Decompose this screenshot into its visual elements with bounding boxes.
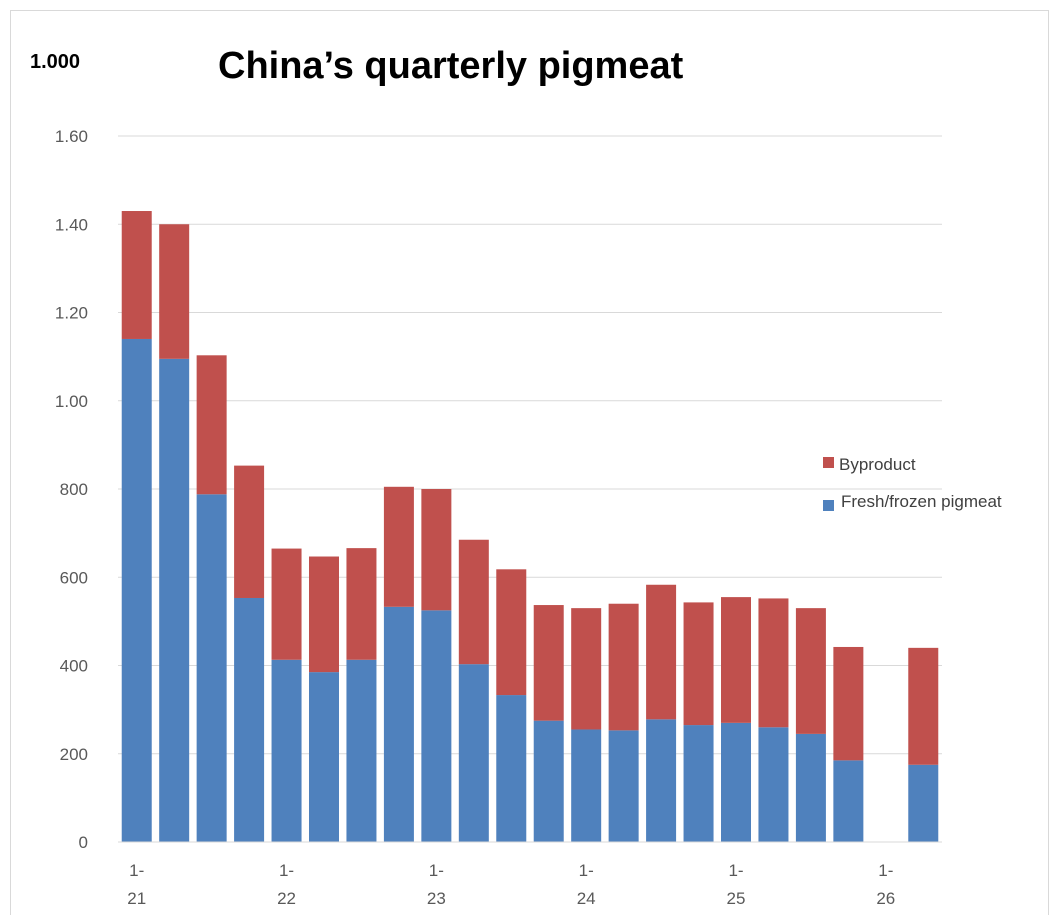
bar-fresh-frozen-pigmeat [234,597,265,842]
bar-fresh-frozen-pigmeat [309,672,339,842]
x-tick-label-line2: 25 [727,889,746,908]
bar-fresh-frozen-pigmeat [646,719,677,842]
bar-byproduct [421,489,452,611]
y-tick-label: 1.00 [55,392,88,411]
bar-byproduct [496,569,527,696]
x-tick-label-line1: 1- [579,861,594,880]
bar-byproduct [571,608,602,730]
bar-byproduct [271,548,302,660]
bar-fresh-frozen-pigmeat [533,720,564,842]
bar-fresh-frozen-pigmeat [196,494,227,842]
bar-byproduct [346,548,377,660]
x-tick-label-line1: 1- [728,861,743,880]
unit-label: 1.000 [30,51,80,73]
legend-label-fresh-frozen-pigmeat: Fresh/frozen pigmeat [841,492,1002,511]
bar-fresh-frozen-pigmeat [608,730,639,842]
x-tick-label-line2: 23 [427,889,446,908]
y-tick-label: 1.40 [55,215,88,234]
bar-byproduct [533,605,564,721]
bar-byproduct [458,539,489,665]
bar-fresh-frozen-pigmeat [571,729,602,842]
x-tick-label-line1: 1- [279,861,294,880]
y-tick-label: 1.60 [55,127,88,146]
bar-fresh-frozen-pigmeat [683,725,714,842]
y-tick-label: 400 [60,657,88,676]
x-tick-label: 1-23 [427,861,446,908]
y-tick-label: 200 [60,745,88,764]
legend-swatch-byproduct [823,457,834,468]
x-tick-label-line2: 22 [277,889,296,908]
x-tick-label: 1-26 [876,861,895,908]
x-tick-label-line1: 1- [878,861,893,880]
bar-byproduct [795,608,826,734]
bar-fresh-frozen-pigmeat [496,695,527,842]
legend-swatch-fresh-frozen-pigmeat [823,500,834,511]
x-tick-label: 1-22 [277,861,296,908]
y-axis-ticks: 0 200 400 600 800 1.00 1.20 1.40 1.60 [55,127,88,852]
x-tick-label-line1: 1- [129,861,144,880]
bar-byproduct [758,598,789,728]
bars [121,211,939,842]
bar-fresh-frozen-pigmeat [795,733,826,842]
bar-byproduct [234,465,265,598]
x-tick-label-line1: 1- [429,861,444,880]
y-tick-label: 600 [60,568,88,587]
bar-byproduct [683,602,714,726]
bar-fresh-frozen-pigmeat [271,659,302,842]
bar-fresh-frozen-pigmeat [159,358,190,842]
bar-fresh-frozen-pigmeat [833,760,864,842]
bar-fresh-frozen-pigmeat [458,664,489,842]
bar-byproduct [309,556,339,673]
bar-byproduct [646,584,677,720]
x-axis-ticks: 1-211-221-231-241-251-26 [127,861,895,908]
bar-fresh-frozen-pigmeat [346,659,377,842]
bar-fresh-frozen-pigmeat [758,727,789,842]
bar-fresh-frozen-pigmeat [908,764,939,842]
x-tick-label-line2: 26 [876,889,895,908]
x-tick-label-line2: 24 [577,889,596,908]
legend-label-byproduct: Byproduct [839,455,916,474]
bar-fresh-frozen-pigmeat [121,338,152,842]
chart-frame [10,10,1049,915]
x-tick-label: 1-25 [727,861,746,908]
bar-fresh-frozen-pigmeat [383,606,414,842]
bar-byproduct [196,355,227,495]
bar-byproduct [833,646,864,761]
bar-byproduct [121,211,152,339]
x-tick-label: 1-24 [577,861,596,908]
x-tick-label: 1-21 [127,861,146,908]
bar-byproduct [383,486,414,607]
bar-byproduct [908,647,939,765]
bar-byproduct [608,603,639,731]
y-tick-label: 1.20 [55,304,88,323]
x-tick-label-line2: 21 [127,889,146,908]
legend: Byproduct Fresh/frozen pigmeat [823,455,1002,511]
bar-fresh-frozen-pigmeat [421,610,452,842]
chart-title: China’s quarterly pigmeat [218,45,684,87]
y-tick-label: 0 [79,833,88,852]
bar-fresh-frozen-pigmeat [721,722,751,842]
bar-byproduct [721,597,751,723]
bar-byproduct [159,224,190,359]
y-tick-label: 800 [60,480,88,499]
